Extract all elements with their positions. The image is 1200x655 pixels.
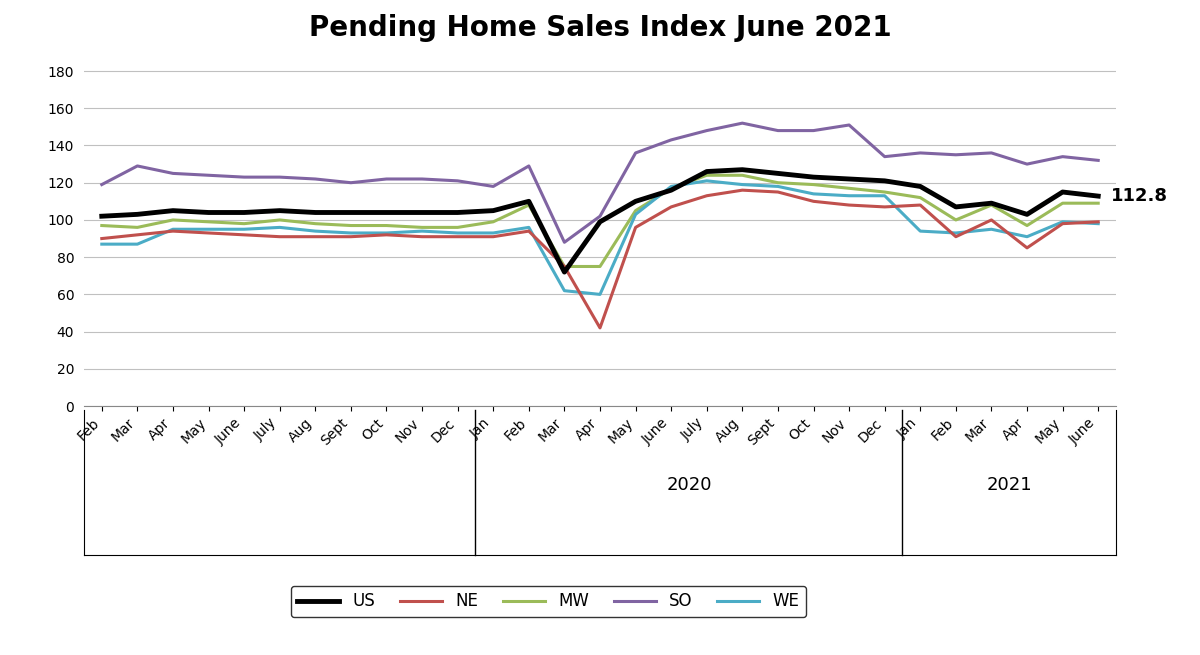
Text: 2020: 2020 (666, 476, 712, 494)
Legend: US, NE, MW, SO, WE: US, NE, MW, SO, WE (290, 586, 806, 617)
Text: 112.8: 112.8 (1111, 187, 1168, 205)
Text: 2021: 2021 (986, 476, 1032, 494)
Title: Pending Home Sales Index June 2021: Pending Home Sales Index June 2021 (308, 14, 892, 42)
